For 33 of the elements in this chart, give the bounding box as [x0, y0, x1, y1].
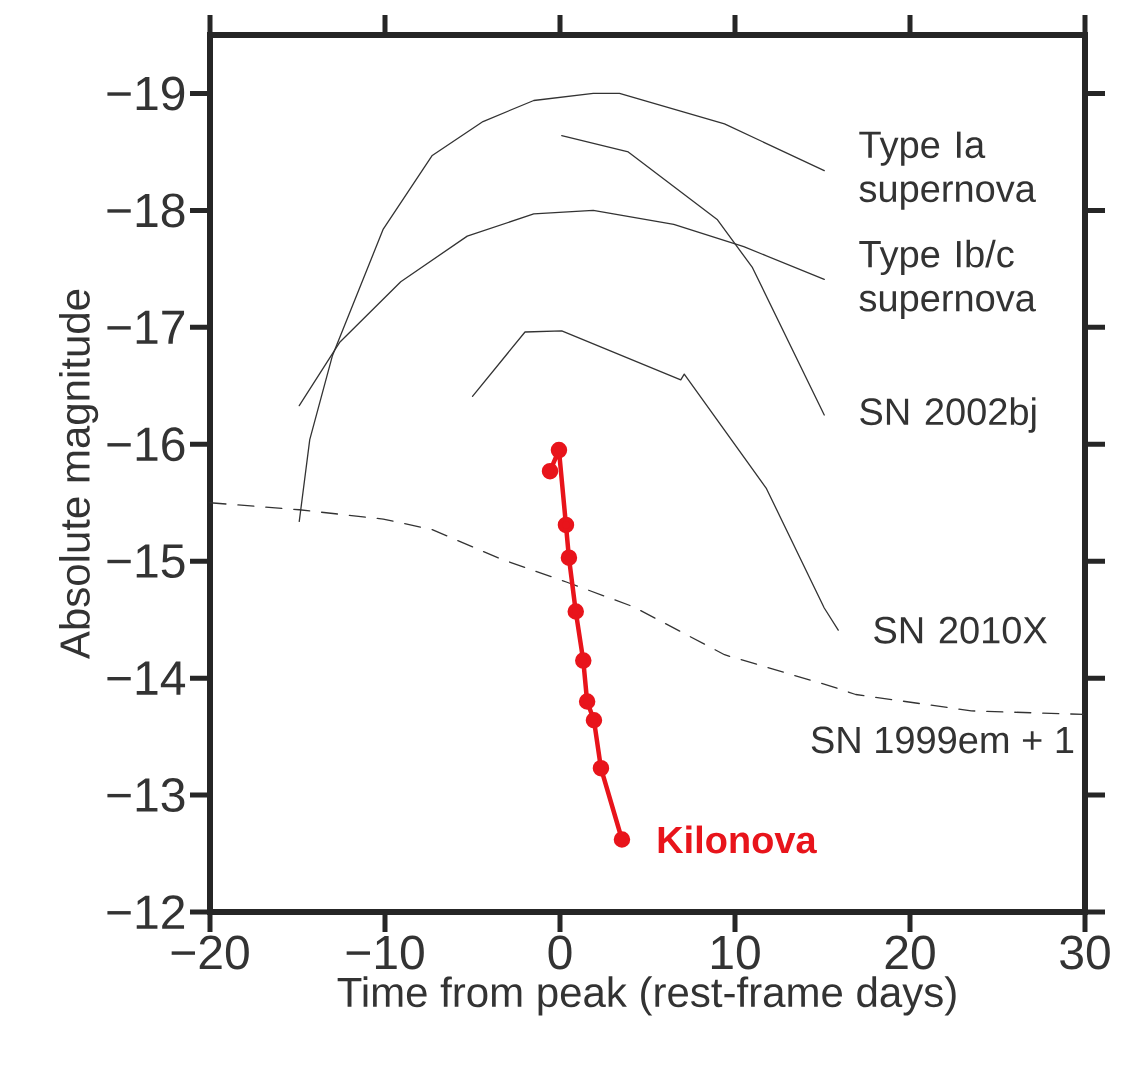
y-tick-label: −13 [107, 778, 185, 813]
point [578, 693, 596, 710]
point [613, 831, 631, 848]
x-axis-title: Time from peak (rest-frame days) [337, 976, 956, 1016]
point [550, 441, 568, 459]
point [560, 549, 578, 566]
x-tick-label: −10 [346, 935, 424, 970]
y-axis-title: Absolute magnitude [59, 289, 99, 660]
y-tick-label: −17 [107, 310, 185, 344]
point [541, 462, 559, 480]
point [575, 652, 592, 669]
point [557, 516, 575, 534]
series-label: SN 1999em + 1 [811, 726, 1074, 754]
x-tick-label: 30 [1060, 935, 1110, 970]
point [567, 603, 584, 620]
y-tick-label: −19 [107, 76, 185, 111]
x-tick-label: 20 [885, 935, 935, 970]
x-tick-label: 0 [548, 935, 572, 970]
x-tick-label: −20 [171, 935, 249, 970]
line-series [471, 330, 839, 631]
y-tick-label: −15 [107, 544, 185, 578]
series-label: SN 2002bj [860, 397, 1036, 433]
point [585, 711, 603, 729]
y-tick-label: −16 [107, 427, 185, 462]
y-tick-label: −14 [107, 661, 186, 695]
y-tick-label: −18 [107, 193, 185, 228]
series-label: Type Ia supernova [859, 131, 1036, 210]
series-label: SN 2010X [874, 616, 1047, 644]
x-tick-label: 10 [711, 935, 760, 970]
point [592, 759, 610, 777]
series-label: Type Ib/c supernova [859, 239, 1036, 320]
series-label: Kilonova [658, 825, 817, 854]
y-tick-label: −12 [107, 895, 185, 929]
